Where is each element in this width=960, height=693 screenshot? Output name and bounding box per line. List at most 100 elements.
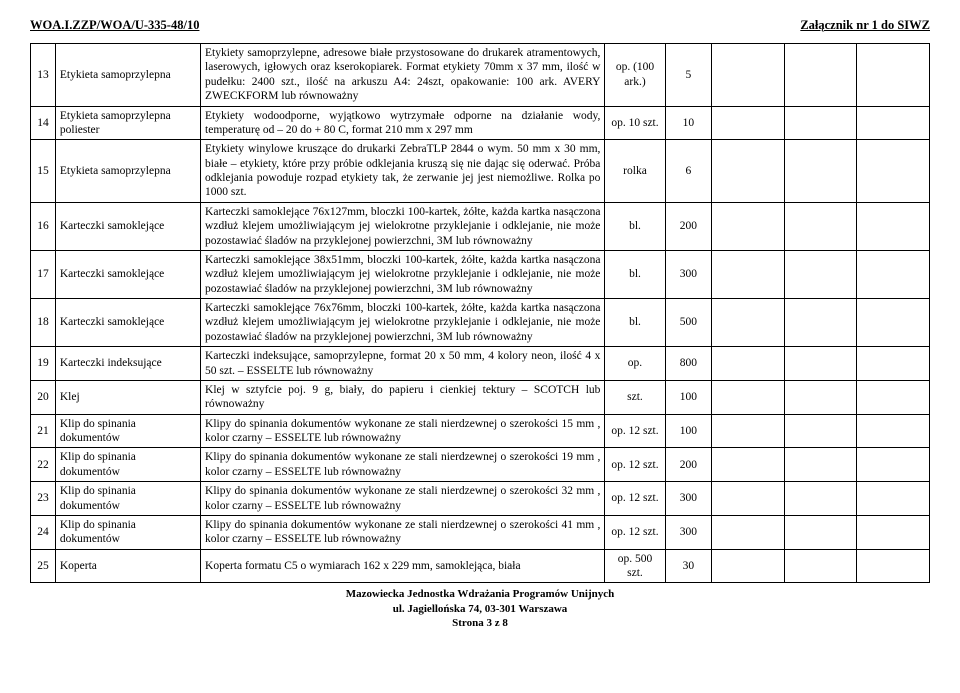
row-item-name: Koperta — [55, 549, 200, 583]
row-number: 18 — [31, 299, 56, 347]
footer-address: ul. Jagiellońska 74, 03-301 Warszawa — [30, 602, 930, 616]
row-empty-1 — [712, 549, 785, 583]
row-empty-3 — [857, 380, 930, 414]
row-empty-3 — [857, 549, 930, 583]
row-quantity: 6 — [665, 140, 712, 203]
table-row: 21Klip do spinania dokumentówKlipy do sp… — [31, 414, 930, 448]
row-empty-2 — [784, 414, 857, 448]
row-item-name: Klip do spinania dokumentów — [55, 515, 200, 549]
row-unit: op. 12 szt. — [605, 515, 665, 549]
row-empty-2 — [784, 482, 857, 516]
row-empty-1 — [712, 347, 785, 381]
table-row: 19Karteczki indeksująceKarteczki indeksu… — [31, 347, 930, 381]
row-quantity: 300 — [665, 482, 712, 516]
page-footer: Mazowiecka Jednostka Wdrażania Programów… — [30, 587, 930, 630]
row-item-name: Karteczki samoklejące — [55, 250, 200, 298]
row-unit: op. 12 szt. — [605, 482, 665, 516]
row-empty-2 — [784, 106, 857, 140]
row-empty-1 — [712, 202, 785, 250]
row-item-name: Karteczki samoklejące — [55, 299, 200, 347]
row-empty-1 — [712, 44, 785, 107]
row-quantity: 800 — [665, 347, 712, 381]
row-item-name: Karteczki samoklejące — [55, 202, 200, 250]
row-quantity: 500 — [665, 299, 712, 347]
row-empty-2 — [784, 347, 857, 381]
row-item-name: Etykieta samoprzylepna — [55, 140, 200, 203]
row-empty-1 — [712, 515, 785, 549]
row-empty-1 — [712, 380, 785, 414]
row-description: Etykiety samoprzylepne, adresowe białe p… — [201, 44, 605, 107]
row-description: Klej w sztyfcie poj. 9 g, biały, do papi… — [201, 380, 605, 414]
row-empty-1 — [712, 414, 785, 448]
row-empty-3 — [857, 299, 930, 347]
table-row: 15Etykieta samoprzylepnaEtykiety winylow… — [31, 140, 930, 203]
row-quantity: 300 — [665, 515, 712, 549]
row-quantity: 30 — [665, 549, 712, 583]
table-row: 20KlejKlej w sztyfcie poj. 9 g, biały, d… — [31, 380, 930, 414]
row-empty-3 — [857, 448, 930, 482]
row-empty-2 — [784, 250, 857, 298]
row-empty-3 — [857, 106, 930, 140]
page-header: WOA.I.ZZP/WOA/U-335-48/10 Załącznik nr 1… — [30, 18, 930, 33]
row-description: Koperta formatu C5 o wymiarach 162 x 229… — [201, 549, 605, 583]
row-unit: op. (100 ark.) — [605, 44, 665, 107]
row-unit: op. 12 szt. — [605, 414, 665, 448]
row-item-name: Klip do spinania dokumentów — [55, 448, 200, 482]
row-number: 22 — [31, 448, 56, 482]
row-description: Etykiety winylowe kruszące do drukarki Z… — [201, 140, 605, 203]
row-quantity: 200 — [665, 448, 712, 482]
row-quantity: 100 — [665, 380, 712, 414]
table-row: 18Karteczki samoklejąceKarteczki samokle… — [31, 299, 930, 347]
row-item-name: Etykieta samoprzylepna poliester — [55, 106, 200, 140]
row-item-name: Klip do spinania dokumentów — [55, 414, 200, 448]
table-row: 17Karteczki samoklejąceKarteczki samokle… — [31, 250, 930, 298]
items-table: 13Etykieta samoprzylepnaEtykiety samoprz… — [30, 43, 930, 583]
row-unit: op. 12 szt. — [605, 448, 665, 482]
row-description: Karteczki samoklejące 38x51mm, bloczki 1… — [201, 250, 605, 298]
attachment-label: Załącznik nr 1 do SIWZ — [800, 18, 930, 33]
row-unit: rolka — [605, 140, 665, 203]
table-row: 13Etykieta samoprzylepnaEtykiety samoprz… — [31, 44, 930, 107]
row-empty-2 — [784, 299, 857, 347]
row-description: Karteczki samoklejące 76x76mm, bloczki 1… — [201, 299, 605, 347]
row-empty-3 — [857, 140, 930, 203]
row-unit: op. 10 szt. — [605, 106, 665, 140]
row-empty-2 — [784, 380, 857, 414]
footer-org: Mazowiecka Jednostka Wdrażania Programów… — [30, 587, 930, 601]
row-number: 21 — [31, 414, 56, 448]
table-row: 22Klip do spinania dokumentówKlipy do sp… — [31, 448, 930, 482]
row-empty-3 — [857, 202, 930, 250]
row-quantity: 100 — [665, 414, 712, 448]
row-number: 19 — [31, 347, 56, 381]
row-number: 23 — [31, 482, 56, 516]
row-description: Klipy do spinania dokumentów wykonane ze… — [201, 414, 605, 448]
row-empty-1 — [712, 482, 785, 516]
table-row: 25KopertaKoperta formatu C5 o wymiarach … — [31, 549, 930, 583]
row-unit: bl. — [605, 250, 665, 298]
row-empty-3 — [857, 515, 930, 549]
row-empty-3 — [857, 347, 930, 381]
table-row: 16Karteczki samoklejąceKarteczki samokle… — [31, 202, 930, 250]
row-description: Karteczki indeksujące, samoprzylepne, fo… — [201, 347, 605, 381]
row-number: 16 — [31, 202, 56, 250]
row-description: Klipy do spinania dokumentów wykonane ze… — [201, 515, 605, 549]
table-row: 23Klip do spinania dokumentówKlipy do sp… — [31, 482, 930, 516]
row-unit: bl. — [605, 202, 665, 250]
row-empty-2 — [784, 448, 857, 482]
row-empty-1 — [712, 299, 785, 347]
row-quantity: 300 — [665, 250, 712, 298]
row-quantity: 200 — [665, 202, 712, 250]
row-item-name: Klej — [55, 380, 200, 414]
row-unit: szt. — [605, 380, 665, 414]
row-unit: op. — [605, 347, 665, 381]
row-description: Klipy do spinania dokumentów wykonane ze… — [201, 448, 605, 482]
row-empty-1 — [712, 106, 785, 140]
row-item-name: Karteczki indeksujące — [55, 347, 200, 381]
row-number: 17 — [31, 250, 56, 298]
row-number: 20 — [31, 380, 56, 414]
row-description: Karteczki samoklejące 76x127mm, bloczki … — [201, 202, 605, 250]
row-empty-3 — [857, 482, 930, 516]
row-empty-2 — [784, 44, 857, 107]
row-description: Klipy do spinania dokumentów wykonane ze… — [201, 482, 605, 516]
row-unit: op. 500 szt. — [605, 549, 665, 583]
